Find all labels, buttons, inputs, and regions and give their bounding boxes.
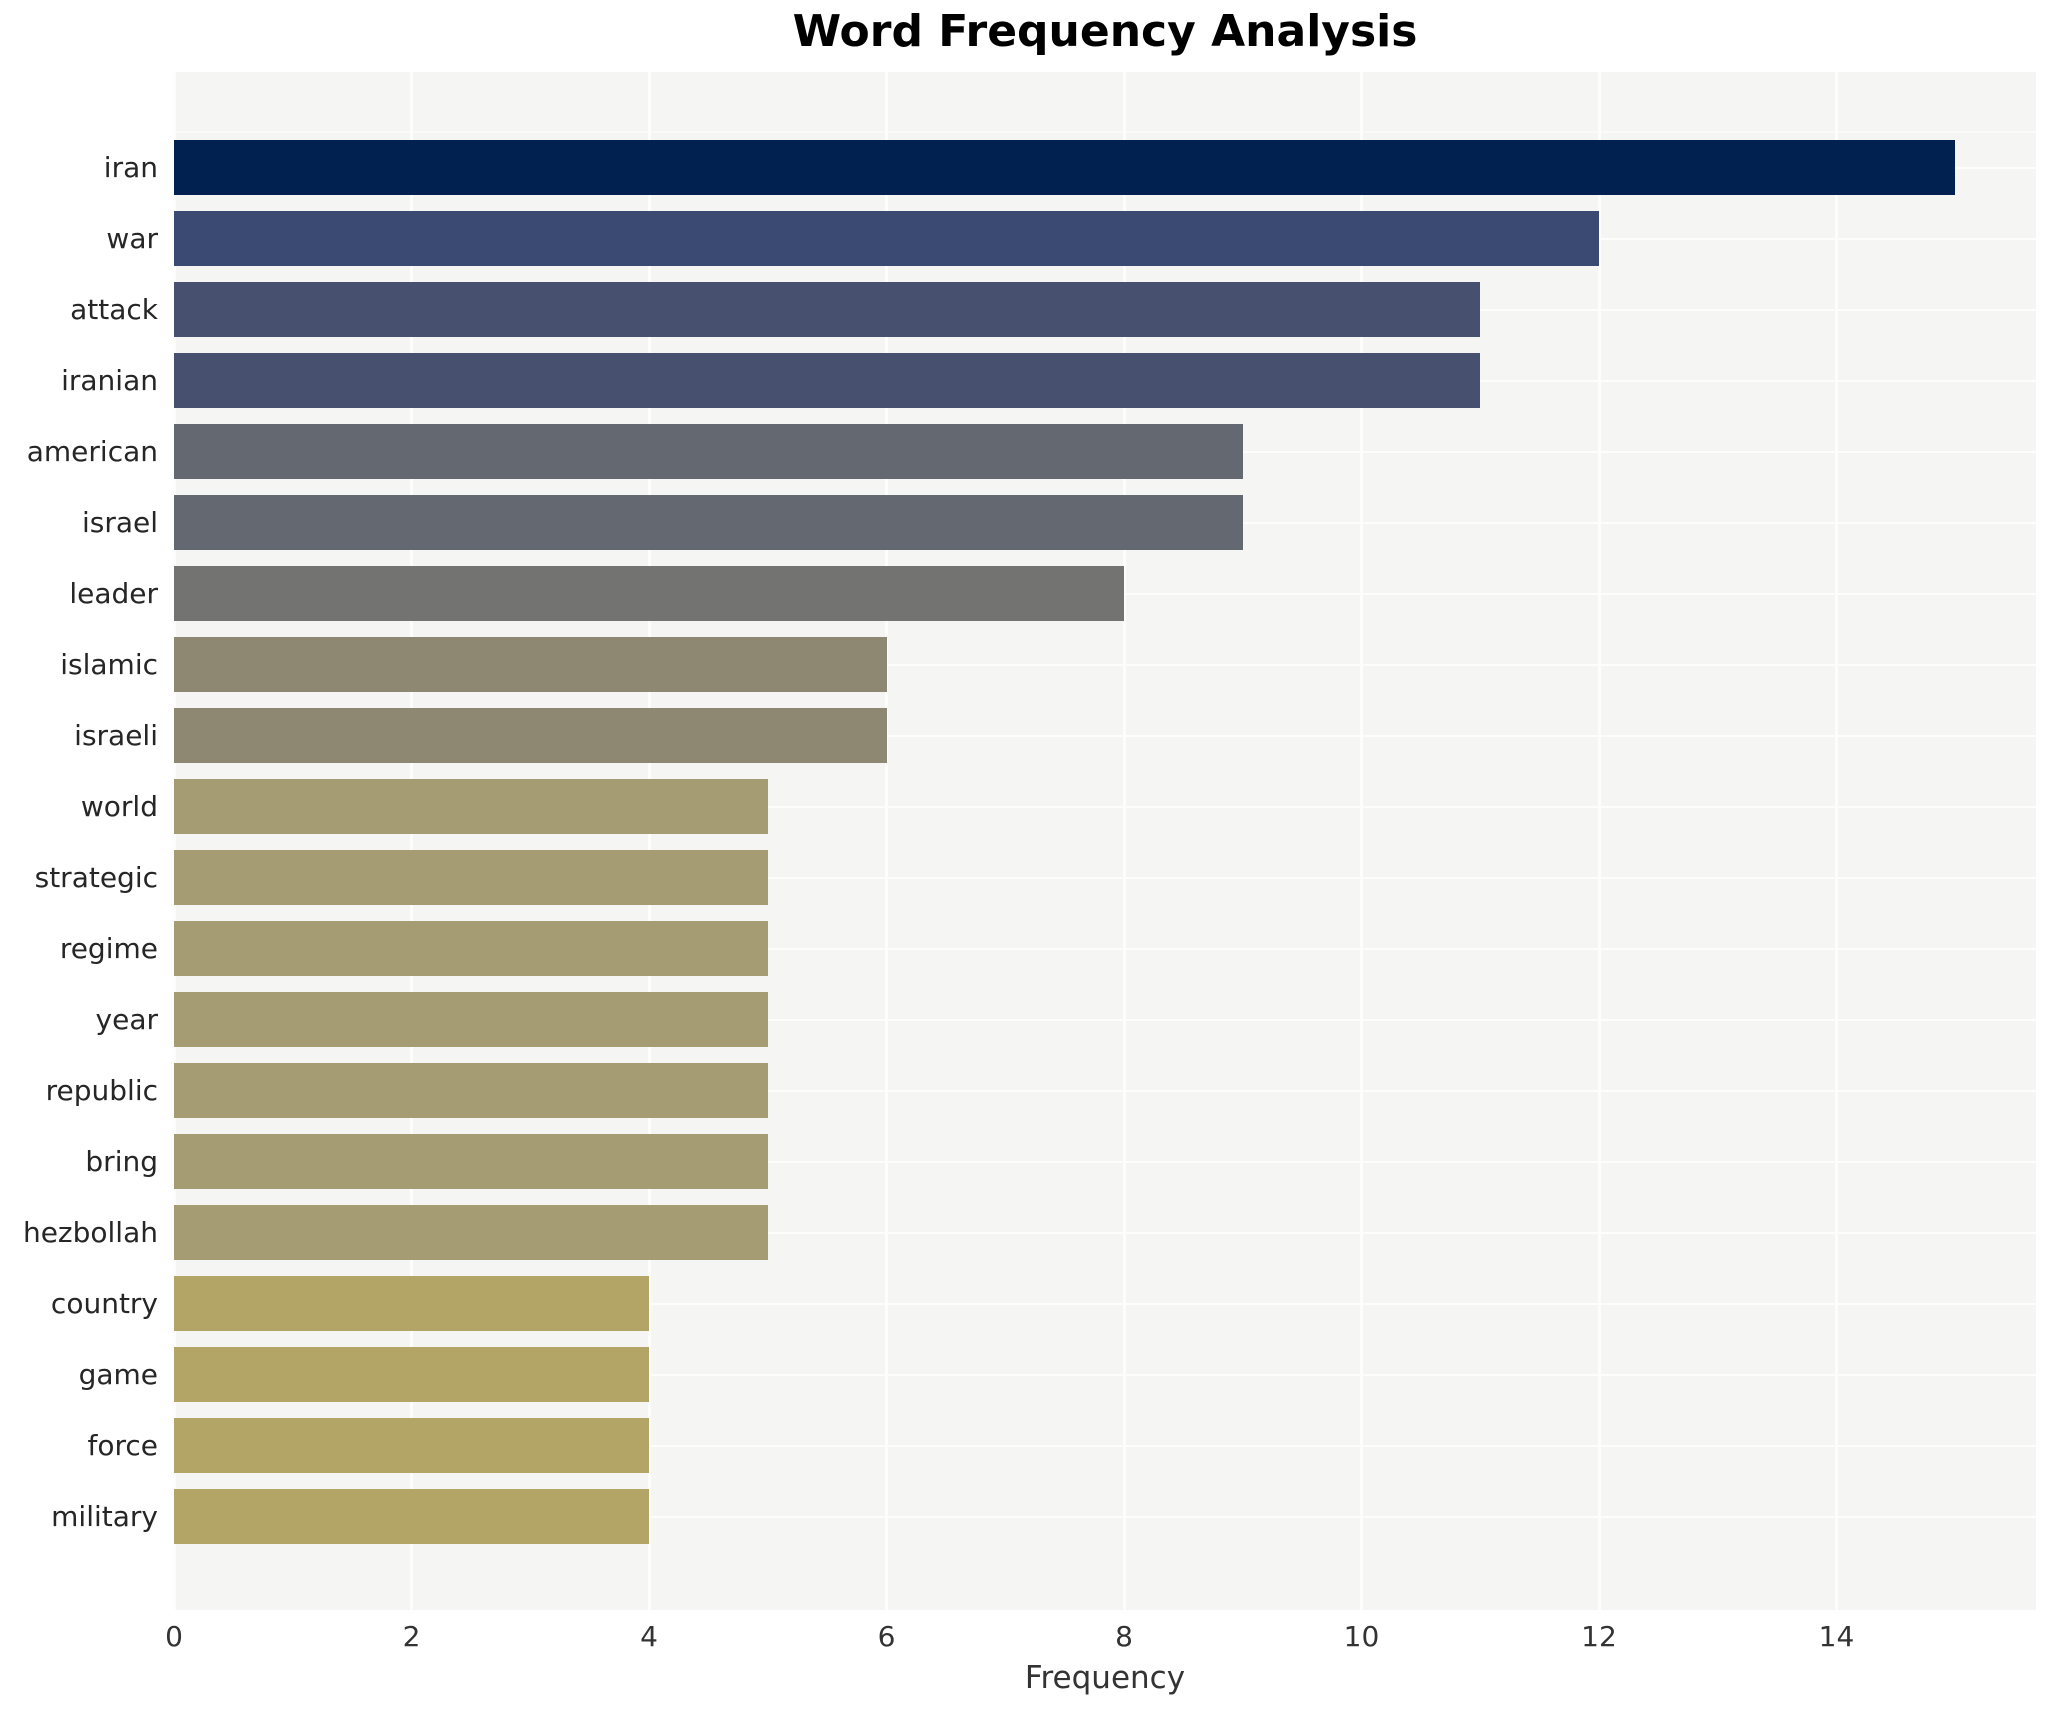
- bar-force: [174, 1418, 649, 1474]
- bar-attack: [174, 282, 1481, 338]
- bar-country: [174, 1276, 649, 1332]
- x-gridline: [1597, 72, 1601, 1610]
- y-tick-label-attack: attack: [70, 292, 158, 326]
- x-tick-label-10: 10: [1343, 1620, 1380, 1653]
- y-tick-label-year: year: [95, 1002, 158, 1036]
- bar-year: [174, 992, 768, 1048]
- bar-leader: [174, 566, 1124, 622]
- x-gridline: [1122, 72, 1126, 1610]
- bar-bring: [174, 1134, 768, 1190]
- x-gridline: [172, 72, 176, 1610]
- y-gridline: [174, 1373, 2036, 1376]
- bar-republic: [174, 1063, 768, 1119]
- y-tick-label-american: american: [26, 434, 158, 468]
- y-gridline: [174, 876, 2036, 879]
- y-gridline: [174, 805, 2036, 808]
- y-tick-label-regime: regime: [59, 931, 158, 965]
- x-tick-label-2: 2: [402, 1620, 421, 1653]
- x-gridline: [885, 72, 888, 1610]
- y-tick-label-military: military: [51, 1499, 158, 1533]
- x-gridline: [1835, 72, 1838, 1610]
- y-tick-label-bring: bring: [85, 1144, 158, 1178]
- y-gridline: [174, 1089, 2036, 1092]
- y-tick-label-force: force: [87, 1428, 158, 1462]
- y-gridline: [174, 131, 2036, 134]
- bar-islamic: [174, 637, 887, 693]
- y-gridline: [174, 663, 2036, 666]
- x-tick-label-8: 8: [1115, 1620, 1133, 1653]
- bar-regime: [174, 921, 768, 977]
- y-tick-label-islamic: islamic: [60, 647, 158, 681]
- bar-american: [174, 424, 1243, 480]
- x-axis-label: Frequency: [1024, 1660, 1186, 1696]
- x-tick-label-12: 12: [1581, 1620, 1617, 1653]
- x-tick-label-6: 6: [877, 1620, 896, 1653]
- bar-world: [174, 779, 768, 835]
- y-gridline: [174, 1160, 2036, 1163]
- bar-strategic: [174, 850, 768, 906]
- x-tick-label-14: 14: [1818, 1620, 1855, 1653]
- y-tick-label-war: war: [106, 221, 158, 255]
- y-gridline: [174, 1302, 2036, 1305]
- y-tick-label-republic: republic: [45, 1073, 158, 1107]
- bar-iran: [174, 140, 1956, 196]
- y-tick-label-israel: israel: [81, 505, 158, 539]
- y-tick-label-israeli: israeli: [74, 718, 158, 752]
- x-gridline: [410, 72, 413, 1610]
- y-tick-label-strategic: strategic: [34, 860, 158, 894]
- bar-game: [174, 1347, 649, 1403]
- x-gridline: [1360, 72, 1363, 1610]
- bar-hezbollah: [174, 1205, 768, 1261]
- y-gridline: [174, 1018, 2036, 1021]
- y-gridline: [174, 1231, 2036, 1234]
- chart-title: Word Frequency Analysis: [792, 6, 1418, 57]
- y-gridline: [174, 1444, 2036, 1447]
- plot-area: [172, 72, 2036, 1610]
- bar-israeli: [174, 708, 887, 764]
- y-tick-label-leader: leader: [69, 576, 158, 610]
- y-tick-label-world: world: [80, 789, 158, 823]
- bar-iranian: [174, 353, 1481, 409]
- bar-israel: [174, 495, 1243, 551]
- y-tick-label-hezbollah: hezbollah: [22, 1215, 158, 1249]
- y-gridline: [174, 1515, 2036, 1518]
- y-tick-label-iranian: iranian: [61, 363, 158, 397]
- y-gridline: [174, 734, 2036, 737]
- y-gridline: [174, 947, 2036, 950]
- y-tick-label-game: game: [78, 1357, 158, 1391]
- y-tick-label-country: country: [50, 1286, 158, 1320]
- x-gridline: [647, 72, 651, 1610]
- x-tick-label-4: 4: [640, 1620, 658, 1653]
- x-tick-label-0: 0: [165, 1620, 183, 1653]
- bar-military: [174, 1489, 649, 1545]
- y-tick-label-iran: iran: [103, 150, 158, 184]
- bar-war: [174, 211, 1599, 267]
